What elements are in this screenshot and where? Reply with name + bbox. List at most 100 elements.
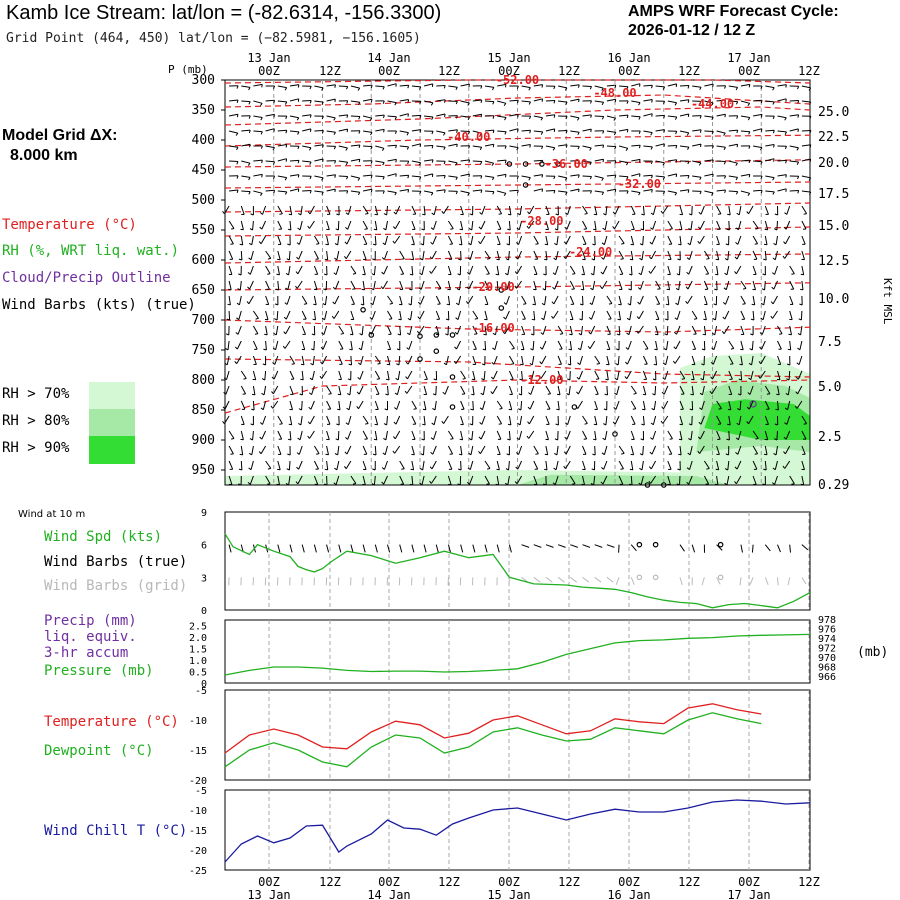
wind-barb	[753, 99, 763, 102]
wind-barb	[567, 415, 571, 425]
wind-barb-flag	[774, 423, 778, 426]
wind-barb-flag	[540, 332, 544, 335]
wind-barb	[395, 205, 401, 215]
wind-barb-flag	[313, 303, 317, 306]
wind-barb	[752, 475, 757, 485]
wind-barb	[322, 340, 328, 350]
wind-barb-flag	[370, 287, 374, 291]
calm-wind-point	[522, 161, 529, 167]
top-time-tick: 00Z	[258, 64, 280, 78]
wind-barb	[374, 445, 377, 456]
wind-barb	[594, 430, 597, 440]
wind-barb	[335, 475, 340, 485]
wind-barb	[727, 250, 730, 261]
wind-barb	[253, 130, 263, 133]
wind-barb-flag	[641, 213, 645, 216]
forecast-cycle: AMPS WRF Forecast Cycle: 2026-01-12 / 12…	[628, 2, 839, 40]
wind-barb	[521, 355, 524, 365]
wind-barb-flag	[357, 177, 361, 181]
wind-barb-flag	[352, 273, 357, 275]
wind-barb	[752, 265, 757, 275]
wind-barb-flag	[483, 333, 487, 336]
wind-barb	[789, 114, 799, 117]
wind-barb-flag	[442, 132, 446, 136]
wind-barb	[594, 85, 604, 89]
pressure-line	[224, 633, 811, 676]
wind-barb-flag	[282, 345, 286, 349]
wind-barb-flag	[687, 161, 690, 165]
wind-barb-flag	[409, 483, 413, 486]
wind-barb	[387, 115, 397, 118]
wind-barb	[363, 84, 373, 87]
wind-barb-flag	[782, 255, 786, 259]
wind-barb	[752, 295, 756, 305]
wind-barb	[592, 280, 596, 290]
wind-barb-flag	[699, 115, 702, 119]
wind-barb	[614, 220, 620, 230]
wind-barb	[765, 158, 775, 162]
wind-barb-flag	[321, 317, 325, 321]
wind-barb-flag	[649, 451, 653, 455]
pressure-tick: 974	[818, 634, 836, 645]
wind-barb-flag	[632, 408, 636, 410]
wind-barb-flag	[529, 362, 533, 366]
wind-barb-flag	[492, 347, 496, 351]
wind-barb-flag	[236, 189, 239, 194]
wind-barb	[691, 310, 698, 319]
wind-barb-flag	[286, 258, 290, 261]
wind-barb-flag	[554, 452, 558, 456]
wind-barb	[580, 325, 583, 335]
wind-barb-flag	[564, 87, 568, 91]
wind-barb	[662, 415, 669, 424]
wind-barb	[336, 460, 340, 470]
wind-barb	[777, 370, 781, 380]
wind-barb-flag	[340, 333, 344, 335]
wind-barb-flag	[239, 453, 243, 456]
wind-barb	[228, 295, 231, 305]
wind-barb	[448, 129, 458, 132]
wind-barb	[594, 115, 604, 117]
wind-barb-flag	[347, 393, 351, 396]
wind-barb-flag	[758, 375, 761, 379]
wind-barb	[628, 325, 632, 335]
wind-barb	[229, 99, 239, 102]
wind-barb-flag	[636, 330, 639, 334]
wind-barb-flag	[809, 130, 812, 134]
wind-barb	[667, 173, 677, 177]
wind-barb	[618, 460, 624, 470]
wind-barb	[727, 460, 730, 471]
calm-wind-point	[368, 332, 375, 338]
wind-barb	[460, 370, 466, 379]
wind-barb	[469, 265, 474, 275]
wind-barb	[764, 445, 768, 455]
wind-barb-flag	[264, 333, 268, 336]
wind-barb	[496, 280, 499, 291]
wind-barb	[399, 280, 404, 290]
bottom-day-label: 16 Jan	[607, 888, 650, 900]
wind-barb	[326, 235, 329, 245]
wind-barb	[272, 400, 279, 409]
wind-barb	[289, 220, 292, 231]
wind-barb-flag	[433, 378, 437, 381]
wind-barb	[349, 385, 352, 395]
wind-barb-flag	[614, 174, 617, 179]
wind-barb-flag	[601, 467, 604, 470]
wind-barb-flag	[384, 408, 388, 411]
bottom-time-tick: 00Z	[498, 875, 520, 889]
wind-barb	[298, 445, 303, 455]
wind-barb	[362, 295, 365, 306]
wind-barb-flag	[259, 193, 263, 196]
wind-barb	[772, 295, 778, 305]
wind-barb	[447, 445, 454, 455]
wind-barb-flag	[236, 161, 239, 165]
wind-barb-flag	[441, 210, 445, 214]
wind10m-barb-grid	[570, 576, 578, 583]
wind-barb-flag	[677, 468, 681, 471]
wind-barb-flag	[300, 378, 304, 381]
wind-barb-flag	[697, 226, 701, 230]
wind-barb-flag	[417, 301, 421, 305]
wind-barb	[362, 430, 368, 440]
wind-barb-flag	[474, 318, 478, 320]
wind-barb-flag	[723, 287, 727, 291]
wind-barb-flag	[383, 437, 387, 441]
